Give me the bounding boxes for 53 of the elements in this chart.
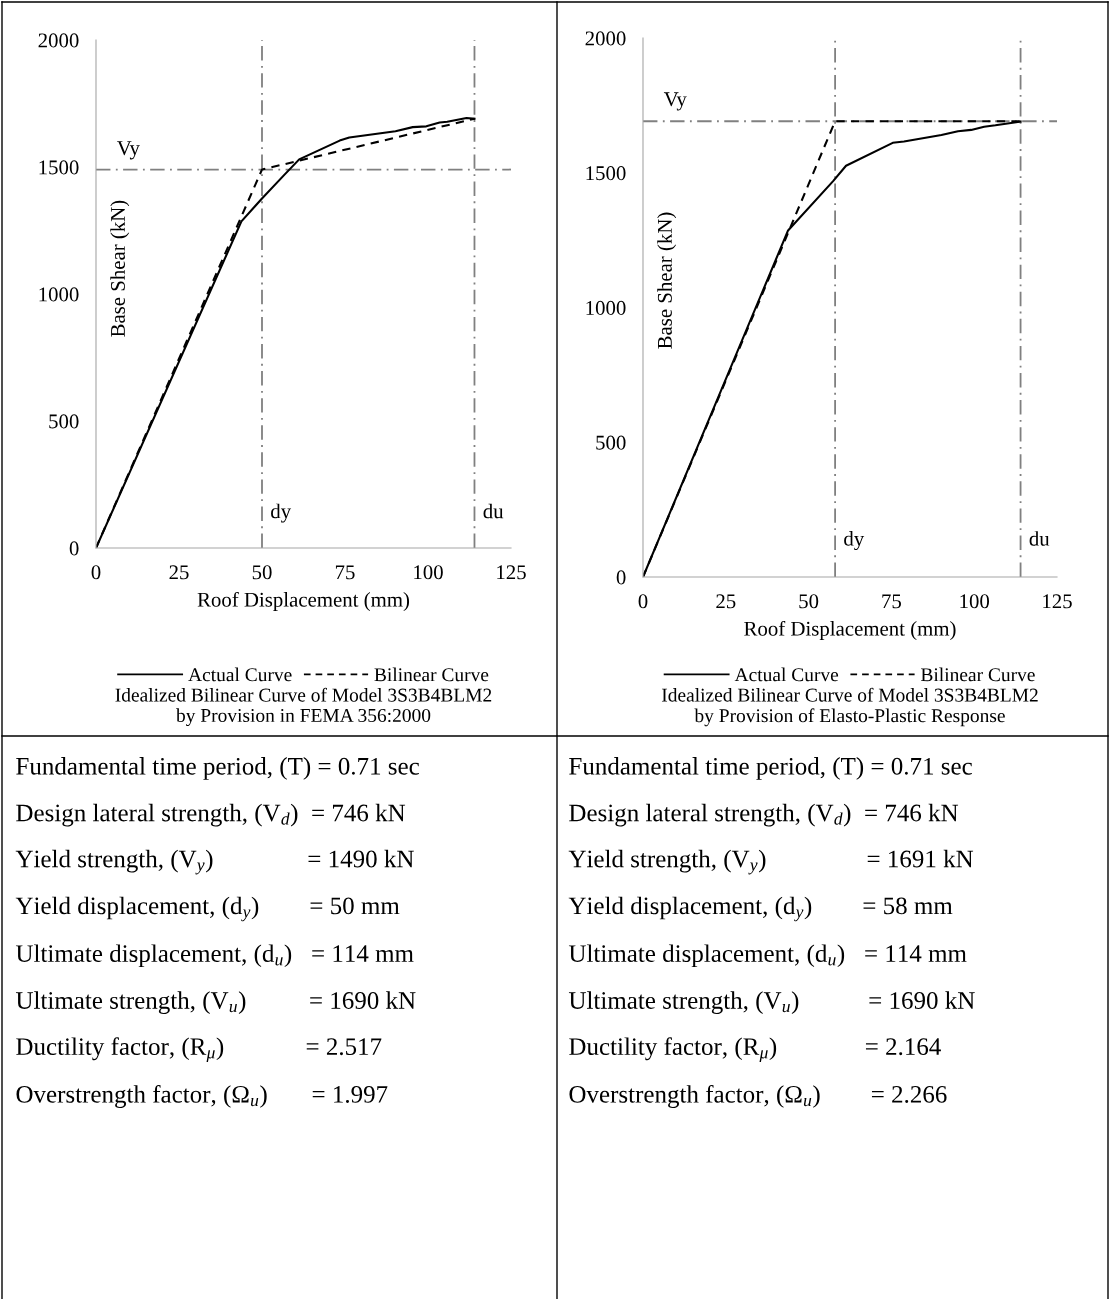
ref-line-label: dy — [844, 531, 865, 551]
text: Design lateral strength, (V$_{d}$) = 746 kN — [569, 803, 959, 827]
legend-label: Bilinear Curve — [920, 667, 1035, 682]
x-tick-label: 125 — [497, 565, 526, 580]
y-axis-title: Base Shear (kN) — [657, 212, 677, 349]
x-tick-label: 125 — [1043, 594, 1072, 609]
text: Yield strength, (V$_{y}$) = 1691 kN — [568, 849, 974, 875]
y-tick-label: 1500 — [586, 166, 626, 181]
text: Idealized Bilinear Curve of Model 3S3B4BLM2 by Provision of Elasto-Plastic Response — [661, 687, 1038, 727]
x-tick-label: 0 — [638, 594, 648, 609]
text: Fundamental time period, (T) = 0.71 sec — [16, 757, 419, 780]
text: Ultimate displacement, (d$_{u}$) = 114 mm — [568, 944, 967, 968]
text: Fundamental time period, (T) = 0.71 sec — [569, 757, 972, 780]
ref-line-label: du — [483, 503, 504, 519]
text: Ductility factor, (R$_{μ}$) = 2.517 — [16, 1037, 382, 1062]
y-tick-label: 1000 — [586, 300, 626, 315]
x-tick-label: 25 — [716, 594, 736, 609]
x-tick-label: 50 — [252, 565, 272, 580]
legend-label: Actual Curve — [188, 667, 292, 682]
y-tick-label: 500 — [49, 414, 79, 429]
ref-line-label: dy — [271, 503, 292, 523]
text: Overstrength factor, (Ω$_{u}$) = 1.997 — [16, 1084, 388, 1108]
ref-line-label: Vy — [663, 92, 687, 111]
x-axis-title: Roof Displacement (mm) — [197, 591, 410, 611]
text: Design lateral strength, (V$_{d}$) = 746 kN — [16, 803, 406, 827]
legend-label: Actual Curve — [734, 667, 839, 682]
x-axis-title: Roof Displacement (mm) — [744, 620, 956, 640]
y-axis-title: Base Shear (kN) — [110, 200, 130, 337]
y-tick-label: 0 — [69, 541, 79, 556]
text: Yield displacement, (d$_{y}$) = 50 mm — [15, 896, 400, 922]
legend-label: Bilinear Curve — [374, 667, 489, 682]
x-tick-label: 75 — [882, 594, 901, 609]
x-tick-label: 0 — [91, 565, 101, 580]
x-tick-label: 25 — [169, 565, 189, 580]
text: Yield strength, (V$_{y}$) = 1490 kN — [15, 849, 414, 875]
x-tick-label: 75 — [335, 565, 355, 580]
y-tick-label: 1000 — [39, 287, 79, 302]
text: Ultimate displacement, (d$_{u}$) = 114 mm — [15, 944, 414, 968]
x-tick-label: 100 — [414, 565, 443, 580]
text: Idealized Bilinear Curve of Model 3S3B4BLM2 by Provision in FEMA 356:2000 — [115, 687, 492, 727]
text: Ultimate strength, (V$_{u}$) = 1690 kN — [568, 991, 975, 1015]
y-tick-label: 2000 — [38, 33, 79, 48]
ref-line-label: Vy — [116, 141, 140, 160]
text: Ductility factor, (R$_{μ}$) = 2.164 — [569, 1037, 941, 1062]
y-tick-label: 500 — [596, 435, 626, 450]
text: Ultimate strength, (V$_{u}$) = 1690 kN — [15, 991, 416, 1015]
y-tick-label: 2000 — [585, 31, 626, 46]
text: Yield displacement, (d$_{y}$) = 58 mm — [568, 896, 953, 922]
x-tick-label: 100 — [960, 594, 990, 609]
text: Overstrength factor, (Ω$_{u}$) = 2.266 — [569, 1084, 947, 1108]
x-tick-label: 50 — [799, 594, 819, 609]
ref-line-label: du — [1029, 531, 1050, 546]
y-tick-label: 1500 — [39, 160, 79, 175]
